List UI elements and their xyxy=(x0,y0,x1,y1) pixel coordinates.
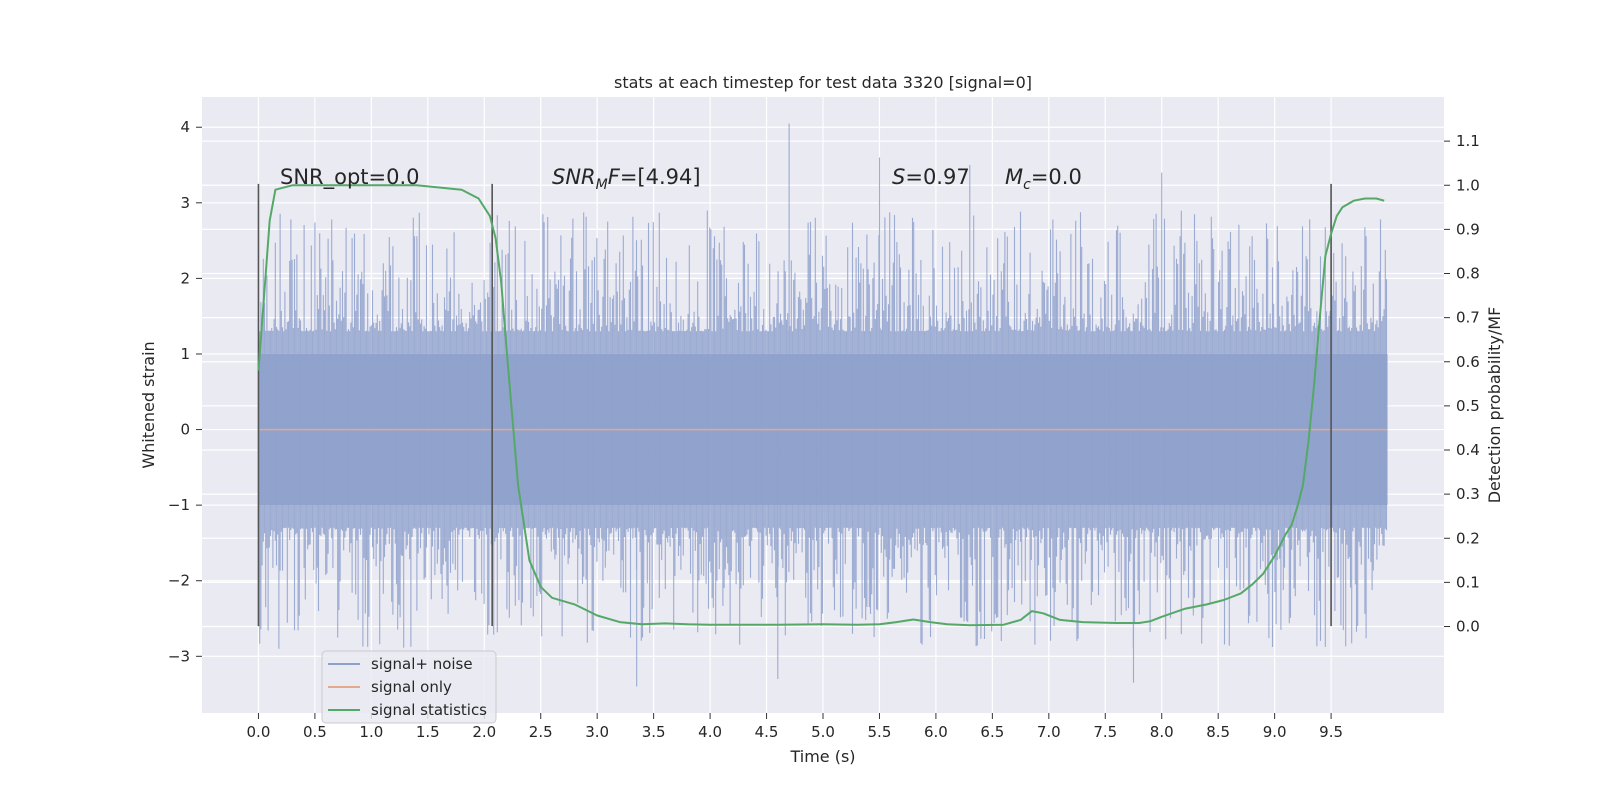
signal-statistics-series xyxy=(257,184,1385,627)
legend-label-signal-only: signal only xyxy=(371,678,452,696)
y2-tick-label: 0.9 xyxy=(1456,220,1480,238)
y2-tick-label: 1.1 xyxy=(1456,132,1480,150)
y2-tick-label: 0.4 xyxy=(1456,441,1480,459)
x-tick-label: 3.5 xyxy=(642,723,666,741)
x-ticks: 0.0 0.5 1.0 1.5 2.0 2.5 3.0 3.5 4.0 4.5 5.0 5.5 6.0 6… xyxy=(247,713,1343,741)
x-tick-label: 0.0 xyxy=(247,723,271,741)
mc-name: M xyxy=(1005,165,1023,189)
x-tick-label: 8.0 xyxy=(1150,723,1174,741)
y-tick-label: −2 xyxy=(168,572,190,590)
y-tick-label: 0 xyxy=(180,421,190,439)
y-tick-label: 1 xyxy=(180,345,190,363)
snr-mf-name: SNR xyxy=(552,165,596,189)
y2-tick-label: 0.8 xyxy=(1456,265,1480,283)
x-tick-label: 4.0 xyxy=(698,723,722,741)
y-tick-label: 3 xyxy=(180,194,190,212)
y-tick-label: −1 xyxy=(168,496,190,514)
y-ticks: 4 3 2 1 0 −1 −2 −3 xyxy=(168,118,202,665)
x-tick-label: 4.5 xyxy=(755,723,779,741)
snr-mf-value: =[4.94] xyxy=(620,165,701,189)
x-tick-label: 1.0 xyxy=(359,723,383,741)
vertical-markers xyxy=(257,183,1332,627)
mc-value: =0.0 xyxy=(1031,165,1082,189)
mc-subscript: c xyxy=(1023,177,1031,193)
x-tick-label: 7.5 xyxy=(1093,723,1117,741)
y-tick-label: 2 xyxy=(180,269,190,287)
x-tick-label: 6.5 xyxy=(980,723,1004,741)
annotation-s: S=0.97 xyxy=(892,165,970,189)
y2-tick-label: 0.7 xyxy=(1456,309,1480,327)
signal-statistics-line xyxy=(257,184,1385,627)
s-name: S xyxy=(892,165,905,189)
legend-label-signal-statistics: signal statistics xyxy=(371,701,487,719)
snr-mf-subscript: M xyxy=(596,177,608,193)
s-value: =0.97 xyxy=(905,165,969,189)
x-tick-label: 2.0 xyxy=(472,723,496,741)
x-tick-label: 0.5 xyxy=(303,723,327,741)
annotation-snr-opt: SNR_opt=0.0 xyxy=(280,165,420,190)
y2-tick-label: 0.2 xyxy=(1456,529,1480,547)
chart-title: stats at each timestep for test data 332… xyxy=(614,73,1032,92)
y2-axis-label: Detection probability/MF xyxy=(1485,307,1504,504)
x-tick-label: 6.0 xyxy=(924,723,948,741)
y2-tick-label: 0.5 xyxy=(1456,397,1480,415)
x-tick-label: 9.5 xyxy=(1319,723,1343,741)
x-axis-label: Time (s) xyxy=(789,747,855,766)
x-tick-label: 7.0 xyxy=(1037,723,1061,741)
snr-mf-f: F xyxy=(608,165,621,189)
x-tick-label: 1.5 xyxy=(416,723,440,741)
y2-tick-label: 0.3 xyxy=(1456,485,1480,503)
y2-tick-label: 0.6 xyxy=(1456,353,1480,371)
y-tick-label: −3 xyxy=(168,647,190,665)
x-tick-label: 9.0 xyxy=(1263,723,1287,741)
x-tick-label: 5.5 xyxy=(868,723,892,741)
y-tick-label: 4 xyxy=(180,118,190,136)
x-tick-label: 5.0 xyxy=(811,723,835,741)
legend-label-signal-noise: signal+ noise xyxy=(371,655,473,673)
legend: signal+ noise signal only signal statist… xyxy=(321,650,497,724)
y2-ticks: 1.1 1.0 0.9 0.8 0.7 0.6 0.5 0.4 0.3 0.2 0.1 0.0 xyxy=(1444,132,1480,636)
y2-tick-label: 0.0 xyxy=(1456,618,1480,636)
x-tick-label: 3.0 xyxy=(585,723,609,741)
annotation-snr-mf: SNRMF=[4.94] xyxy=(552,165,701,193)
legend-box xyxy=(321,650,497,724)
y2-tick-label: 0.1 xyxy=(1456,573,1480,591)
x-tick-label: 8.5 xyxy=(1206,723,1230,741)
y2-tick-label: 1.0 xyxy=(1456,176,1480,194)
annotation-mc: Mc=0.0 xyxy=(1005,165,1082,193)
x-tick-label: 2.5 xyxy=(529,723,553,741)
y-axis-label: Whitened strain xyxy=(139,341,158,468)
